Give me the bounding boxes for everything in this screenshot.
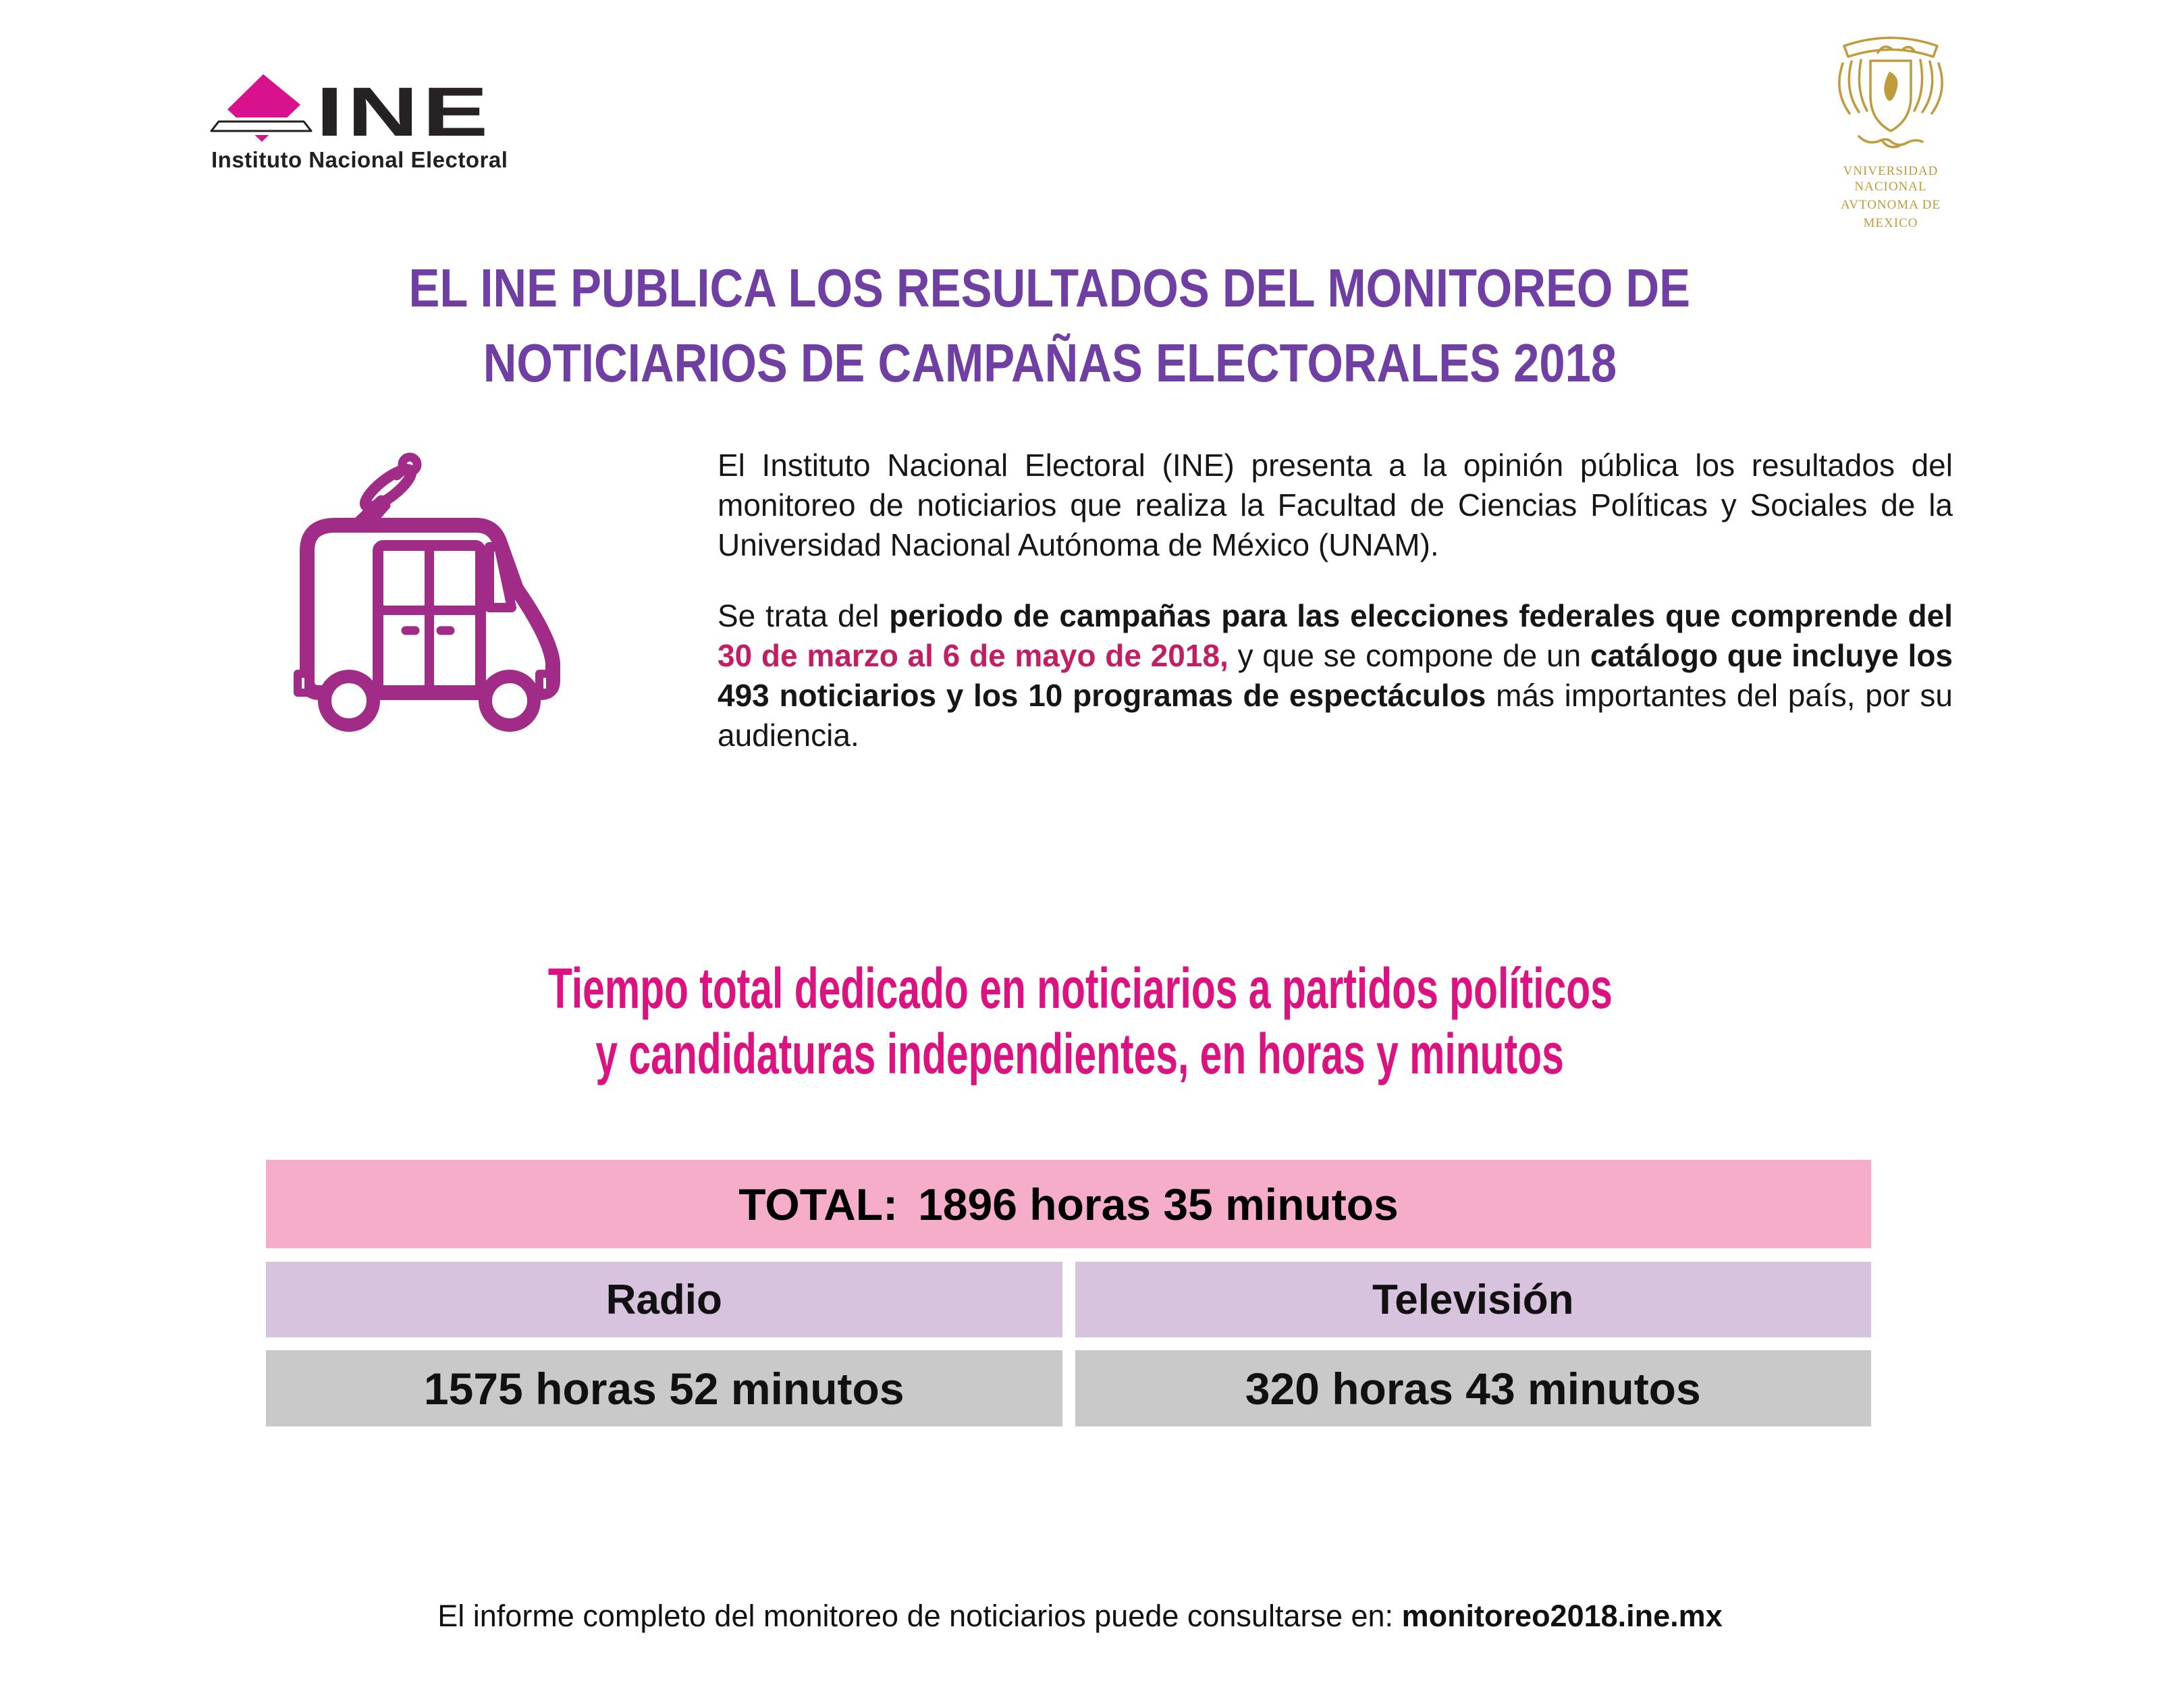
campaign-period-dates: 30 de marzo al 6 de mayo de 2018,	[718, 638, 1228, 673]
intro-paragraph-1: El Instituto Nacional Electoral (INE) pr…	[718, 448, 1953, 562]
media-header-row: Radio Televisión	[266, 1262, 1871, 1337]
total-label: TOTAL:	[738, 1179, 898, 1229]
intro-paragraph-2: Se trata del periodo de campañas para la…	[718, 598, 1953, 753]
section-heading-line1: Tiempo total dedicado en noticiarios a p…	[547, 957, 1613, 1020]
unam-logo: VNIVERSIDAD NACIONAL AVTONOMA DE MEXICO	[1820, 24, 1962, 231]
ine-logo: INE Instituto Nacional Electoral	[209, 72, 520, 173]
page-title: EL INE PUBLICA LOS RESULTADOS DEL MONITO…	[0, 250, 2130, 400]
ine-brand-wordmark: INE	[316, 73, 492, 151]
page-title-line1: EL INE PUBLICA LOS RESULTADOS DEL MONITO…	[408, 258, 1691, 318]
time-totals-table: TOTAL: 1896 horas 35 minutos Radio Telev…	[266, 1160, 1871, 1426]
total-row: TOTAL: 1896 horas 35 minutos	[266, 1160, 1871, 1248]
intro-text: El Instituto Nacional Electoral (INE) pr…	[718, 446, 1953, 755]
media-value-row: 1575 horas 52 minutos 320 horas 43 minut…	[266, 1350, 1871, 1426]
total-value: 1896 horas 35 minutos	[918, 1179, 1399, 1229]
section-heading: Tiempo total dedicado en noticiarios a p…	[0, 956, 2160, 1087]
radio-value-cell: 1575 horas 52 minutos	[266, 1350, 1062, 1426]
television-value-cell: 320 horas 43 minutos	[1075, 1350, 1871, 1426]
unam-name-line1: VNIVERSIDAD NACIONAL	[1843, 164, 1939, 194]
section-heading-line2: y candidaturas independientes, en horas …	[595, 1022, 1565, 1086]
footer-text: El informe completo del monitoreo de not…	[437, 1599, 1402, 1633]
page-title-line2: NOTICIARIOS DE CAMPAÑAS ELECTORALES 2018	[483, 333, 1617, 393]
broadcast-van-icon	[294, 452, 560, 732]
ine-ballot-icon	[209, 74, 314, 142]
unam-crest-icon	[1838, 36, 1943, 149]
radio-header-cell: Radio	[266, 1262, 1062, 1337]
unam-name-line2: AVTONOMA DE	[1840, 198, 1941, 212]
report-url-link[interactable]: monitoreo2018.ine.mx	[1401, 1599, 1723, 1633]
ine-tagline: Instituto Nacional Electoral	[211, 147, 508, 172]
television-header-cell: Televisión	[1075, 1262, 1871, 1337]
unam-name-line3: MEXICO	[1863, 216, 1918, 230]
footer-note: El informe completo del monitoreo de not…	[0, 1599, 2160, 1634]
